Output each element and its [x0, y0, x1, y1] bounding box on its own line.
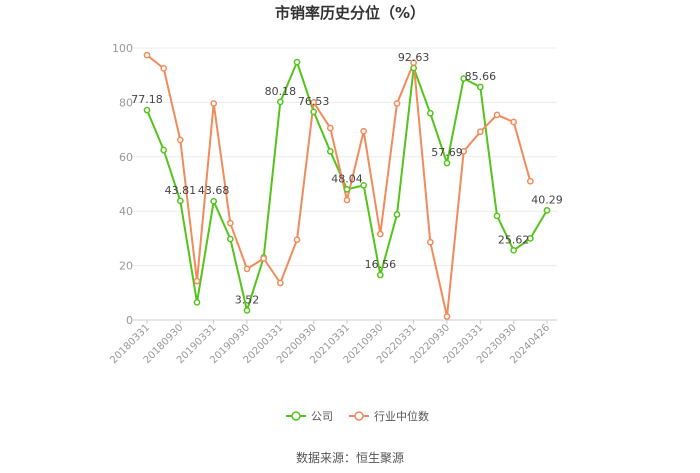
x-axis: 2018033120180930201903312019093020200331…	[108, 319, 557, 366]
industry-data-point	[460, 148, 468, 155]
data-label: 25.62	[498, 233, 530, 246]
company-data-point	[226, 235, 234, 243]
company-data-point	[193, 298, 201, 306]
data-label: 40.29	[531, 193, 563, 206]
data-label: 3.52	[235, 293, 260, 306]
y-tick-label: 20	[119, 260, 133, 273]
company-data-point	[543, 207, 551, 214]
industry-data-point	[510, 118, 518, 126]
company-data-point	[443, 159, 451, 167]
y-tick-label: 40	[119, 205, 133, 218]
data-label: 57.69	[431, 146, 463, 159]
company-data-point	[526, 235, 534, 242]
legend-label: 公司	[311, 410, 333, 423]
industry-data-point	[160, 65, 168, 72]
y-tick-label: 100	[112, 42, 133, 55]
legend-label: 行业中位数	[374, 409, 429, 423]
industry-data-point	[293, 236, 301, 244]
legend-item-company[interactable]: 公司	[286, 410, 333, 423]
company-data-point	[460, 75, 468, 82]
data-label: 92.63	[398, 51, 430, 64]
industry-data-point	[176, 136, 184, 144]
company-data-point	[376, 271, 384, 279]
company-data-point	[310, 108, 318, 116]
company-data-point	[293, 58, 301, 66]
company-data-point	[426, 109, 434, 117]
chart-title: 市销率历史分位（%）	[274, 4, 426, 22]
industry-data-point	[376, 230, 384, 238]
company-data-point	[476, 83, 484, 91]
data-label: 48.04	[331, 172, 363, 185]
company-data-point	[410, 64, 418, 72]
industry-data-point	[210, 100, 218, 107]
legend-item-industry[interactable]: 行业中位数	[349, 409, 429, 423]
industry-data-point	[426, 238, 434, 246]
data-label: 85.66	[465, 70, 497, 83]
industry-data-point	[310, 99, 318, 106]
industry-data-point	[226, 219, 234, 227]
company-data-point	[143, 106, 151, 114]
industry-data-point	[493, 111, 501, 119]
industry-data-point	[343, 196, 351, 204]
industry-data-point	[443, 313, 451, 320]
data-source-note: 数据来源：恒生聚源	[295, 451, 404, 465]
series-points	[143, 51, 551, 320]
y-axis: 0 20 40 60 80 100	[112, 42, 133, 327]
legend-marker-icon	[354, 411, 364, 421]
industry-data-point	[410, 59, 418, 67]
company-data-point	[326, 148, 334, 155]
legend-marker-icon	[291, 411, 301, 421]
data-label: 16.56	[365, 258, 397, 271]
company-data-point	[360, 182, 368, 189]
company-data-point	[393, 211, 401, 218]
company-data-point	[343, 185, 351, 193]
y-tick-label: 60	[119, 151, 133, 164]
industry-data-point	[526, 177, 534, 185]
company-data-point	[243, 307, 251, 314]
company-data-point	[176, 197, 184, 205]
company-data-point	[493, 212, 501, 220]
y-tick-label: 0	[126, 314, 133, 327]
industry-data-point	[393, 100, 401, 107]
industry-data-point	[143, 51, 151, 59]
industry-data-point	[193, 277, 201, 285]
industry-data-point	[360, 127, 368, 135]
grid-lines	[131, 47, 557, 267]
company-data-point	[276, 98, 284, 106]
industry-data-point	[260, 255, 268, 262]
company-data-point	[510, 246, 518, 254]
data-label: 76.53	[298, 95, 330, 108]
legend[interactable]: 公司 行业中位数	[286, 409, 429, 423]
industry-data-point	[326, 124, 334, 132]
y-tick-label: 80	[119, 96, 133, 109]
data-label: 43.81	[165, 184, 197, 197]
data-label: 77.18	[131, 93, 163, 106]
industry-data-point	[476, 128, 484, 136]
data-label: 43.68	[198, 184, 230, 197]
data-label: 80.18	[265, 85, 297, 98]
industry-data-point	[243, 265, 251, 273]
industry-series-line	[146, 54, 532, 318]
company-data-point	[160, 146, 168, 154]
industry-data-point	[276, 279, 284, 287]
company-data-point	[210, 197, 218, 205]
